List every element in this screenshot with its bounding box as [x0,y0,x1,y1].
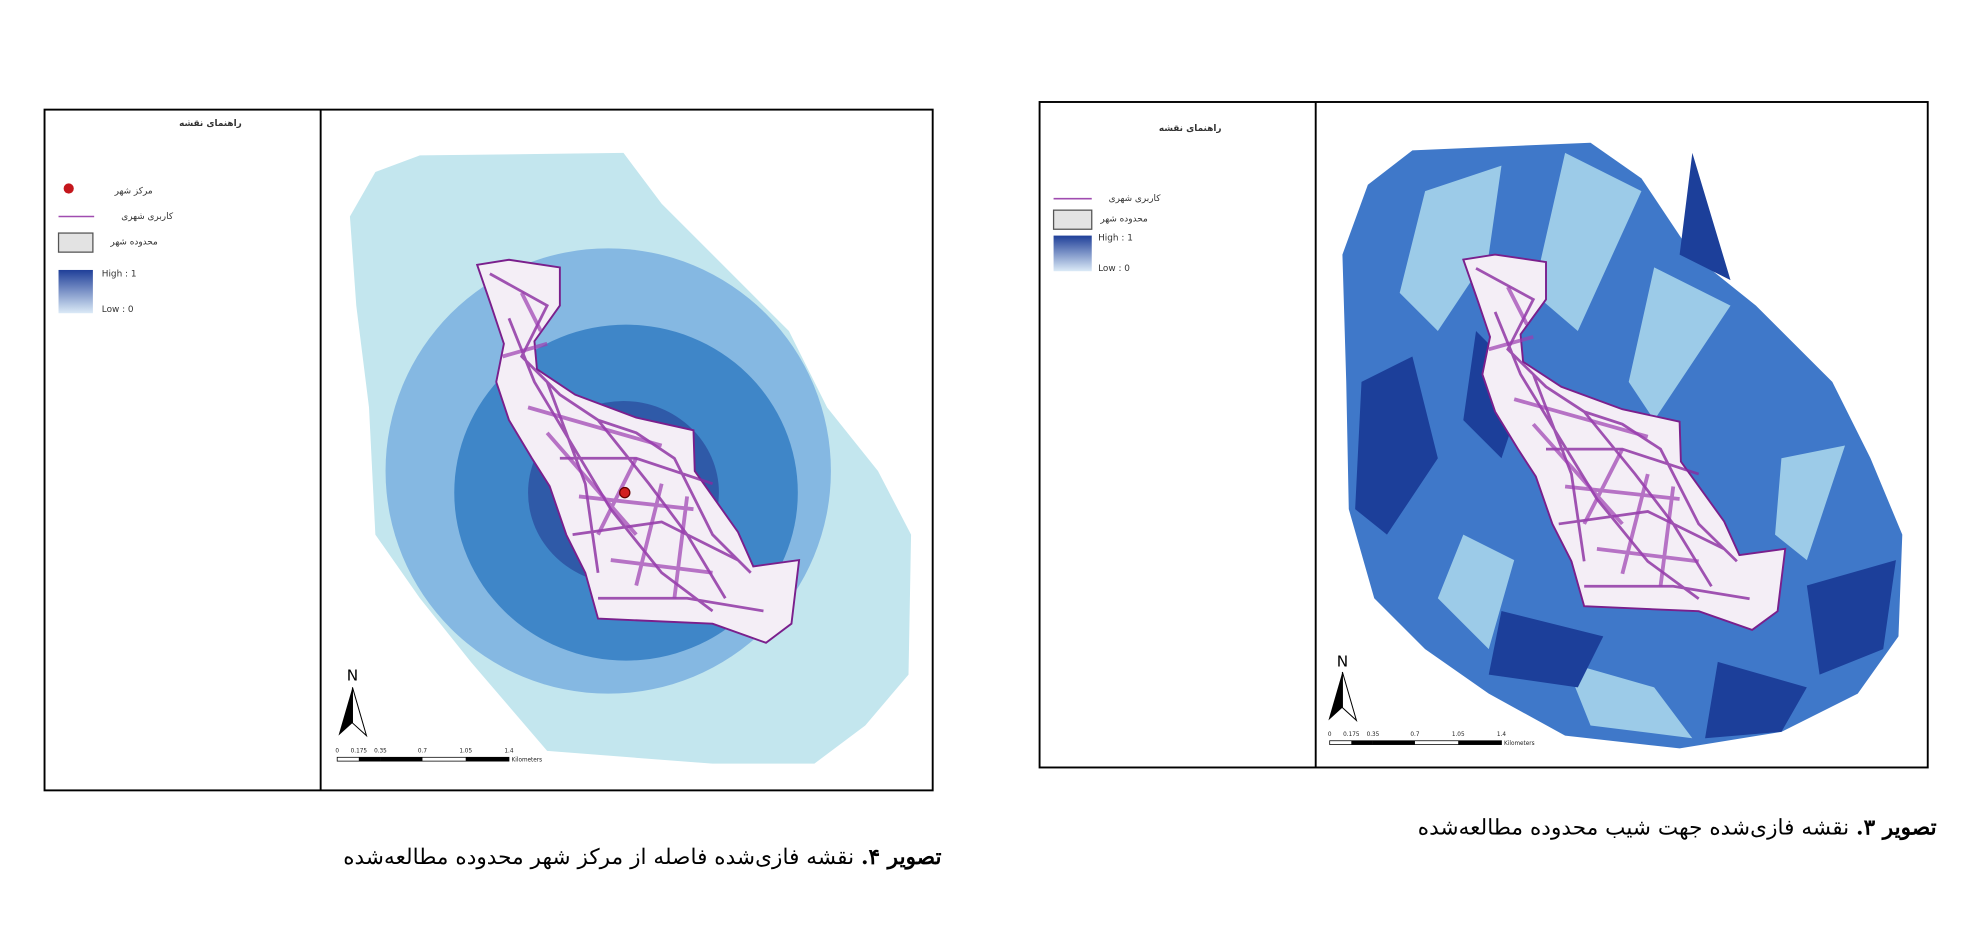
legend-item: محدوده شهر [109,237,158,247]
scale-label: 1.4 [1497,732,1506,738]
legend-title: راهنمای نقشه [179,119,242,129]
legend-symbol [57,232,94,253]
north-arrow [338,687,353,736]
scale-label: 0 [335,748,339,754]
figure-3: راهنمای نقشه کاربری شهری محدوده شهر High… [1038,101,1937,841]
north-arrow [1341,671,1358,722]
scale-label: 1.4 [504,748,513,754]
caption: تصویر ۴. نقشه فازی‌شده فاصله از مرکز شهر… [343,845,941,870]
caption-label: تصویر ۳. [1856,816,1937,841]
city-center [619,486,631,499]
legend-item: Low : 0 [102,305,134,315]
scale-label: 0 [1328,732,1332,738]
scale-unit: Kilometers [512,757,543,763]
legend-symbol [1052,209,1093,230]
caption: تصویر ۳. نقشه فازی‌شده جهت شیب محدوده مط… [1418,816,1937,841]
caption-label: تصویر ۴. [861,845,942,870]
caption-text: نقشه فازی‌شده فاصله از مرکز شهر محدوده م… [343,845,861,870]
scale-label: 0.35 [374,748,387,754]
north-label: N [347,666,358,684]
legend-ramp [1053,235,1092,272]
legend-item: مرکز شهر [114,187,153,197]
legend-item: High : 1 [1098,234,1133,244]
slope-light [1399,152,1846,739]
scale-bar [1351,740,1373,745]
legend-item: کاربری شهری [1109,194,1162,204]
scale-label: 0.7 [418,748,427,754]
legend-item: کاربری شهری [121,212,174,222]
scale-bar [380,757,423,762]
legend-ramp [58,269,93,314]
scale-bar [1458,740,1502,745]
north-arrow [351,687,368,738]
figure-4: راهنمای نقشه مرکز شهر کاربری شهری محدوده… [43,108,942,870]
north-label: N [1337,652,1348,670]
scale-unit: Kilometers [1504,741,1535,747]
legend-symbol [63,183,74,194]
legend-item: High : 1 [102,269,137,279]
north-arrow [1328,672,1343,721]
scale-label: 1.05 [1452,732,1465,738]
scale-label: 0.175 [1343,732,1360,738]
scale-label: 0.175 [351,748,368,754]
scale-label: 0.7 [1410,732,1419,738]
scale-bar [465,757,509,762]
scale-bar [1372,740,1415,745]
scale-label: 0.35 [1367,732,1380,738]
scale-bar [358,757,381,762]
caption-text: نقشه فازی‌شده جهت شیب محدوده مطالعه‌شده [1418,816,1856,841]
legend-item: محدوده شهر [1099,215,1148,225]
legend-title: راهنمای نقشه [1159,124,1222,134]
legend-item: Low : 0 [1098,264,1130,274]
scale-label: 1.05 [459,748,472,754]
